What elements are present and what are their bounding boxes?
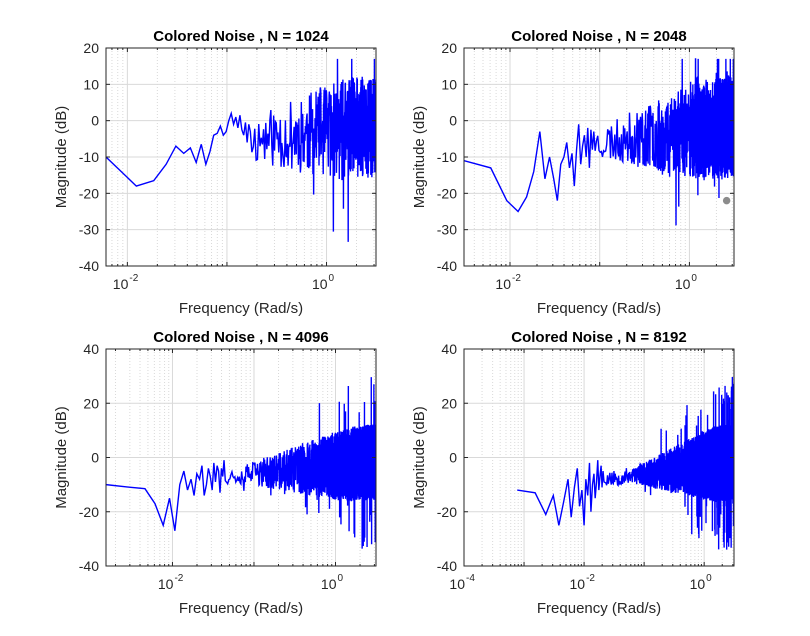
y-tick-label: -20 [437,185,457,201]
x-tick-label-base: 10 [570,576,586,592]
x-tick-label-exponent: 0 [706,573,712,584]
series-line [106,377,376,549]
y-tick-label: -40 [437,258,457,274]
x-axis-label: Frequency (Rad/s) [537,300,661,317]
y-tick-label: 10 [83,76,99,92]
x-axis-label: Frequency (Rad/s) [179,600,303,617]
x-tick-label: 10 -4 [449,573,475,592]
series-line [464,58,734,226]
x-tick-label-exponent: -2 [129,273,138,284]
y-tick-label: -40 [79,558,99,574]
y-tick-label: -20 [437,504,457,520]
y-tick-label: 10 [441,76,457,92]
y-axis-label: Magnitude (dB) [411,406,428,509]
x-tick-label-base: 10 [690,576,706,592]
data-marker [721,195,732,206]
chart-title: Colored Noise , N = 8192 [511,329,686,346]
series-line [106,58,376,242]
y-tick-label: -40 [79,258,99,274]
x-tick-label: 10 0 [312,273,335,292]
x-tick-label: 10 0 [321,573,344,592]
y-tick-label: -30 [437,222,457,238]
x-tick-label: 10 -2 [570,573,596,592]
x-tick-label-base: 10 [449,576,465,592]
y-tick-label: 0 [91,450,99,466]
x-axis-label: Frequency (Rad/s) [537,600,661,617]
y-axis-label: Magnitude (dB) [53,406,70,509]
x-tick-label-base: 10 [495,276,511,292]
y-tick-label: 0 [91,113,99,129]
x-tick-label-exponent: -4 [466,573,475,584]
x-tick-label: 10 -2 [158,573,184,592]
y-tick-label: 0 [449,450,457,466]
x-tick-label-exponent: 0 [691,273,697,284]
y-tick-label: -10 [437,149,457,165]
chart-title: Colored Noise , N = 2048 [511,28,686,45]
x-tick-label-exponent: -2 [512,273,521,284]
x-tick-label: 10 -2 [113,273,139,292]
x-tick-label-exponent: 0 [337,573,343,584]
x-tick-label-base: 10 [113,276,129,292]
y-tick-label: -20 [79,185,99,201]
x-tick-label-base: 10 [675,276,691,292]
y-tick-label: -30 [79,222,99,238]
y-axis-label: Magnitude (dB) [411,106,428,209]
y-tick-label: 40 [441,341,457,357]
y-tick-label: -20 [79,504,99,520]
y-tick-label: -10 [79,149,99,165]
chart-title: Colored Noise , N = 4096 [153,329,328,346]
y-tick-label: 40 [83,341,99,357]
x-tick-label-base: 10 [158,576,174,592]
x-tick-label-exponent: 0 [329,273,335,284]
x-tick-label-exponent: -2 [586,573,595,584]
x-axis-label: Frequency (Rad/s) [179,300,303,317]
y-tick-label: 20 [441,40,457,56]
x-tick-label-exponent: -2 [174,573,183,584]
y-tick-label: 20 [83,40,99,56]
chart-title: Colored Noise , N = 1024 [153,28,329,45]
y-tick-label: 0 [449,113,457,129]
y-tick-label: 20 [83,395,99,411]
x-tick-label: 10 -2 [495,273,521,292]
x-tick-label-base: 10 [321,576,337,592]
x-tick-label: 10 0 [690,573,713,592]
x-tick-label: 10 0 [675,273,698,292]
y-axis-label: Magnitude (dB) [53,106,70,209]
y-tick-label: 20 [441,395,457,411]
x-tick-label-base: 10 [312,276,328,292]
series-line [517,377,734,550]
y-tick-label: -40 [437,558,457,574]
